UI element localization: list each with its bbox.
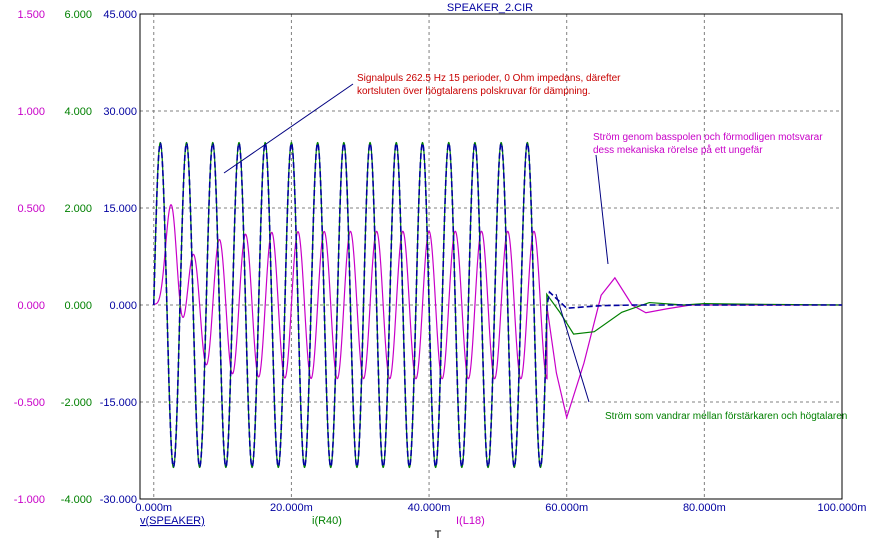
annotation-red-line-2: kortsluten över högtalarens polskruvar f… [357,86,590,97]
annotation-magenta-line-2: dess mekaniska rörelse på ett ungefär [593,144,763,156]
annotation-leader-green [555,293,590,403]
y-tick-label-mid: 0.000 [64,300,92,312]
x-axis-label: T [435,529,442,541]
x-tick-label: 40.000m [408,502,451,514]
legend-item-i-r40[interactable]: i(R40) [312,515,342,527]
x-tick-label: 100.000m [818,502,867,514]
y-axis-mid: 6.000 4.000 2.000 0.000 -2.000 -4.000 [61,9,92,506]
plot-area [139,13,843,500]
y-tick-label-right: -15.000 [100,397,137,409]
y-tick-label-left: 1.000 [17,106,45,118]
annotation-leader-red [223,83,354,174]
legend-item-i-l18[interactable]: I(L18) [456,515,485,527]
legend: v(SPEAKER) i(R40) I(L18) [140,515,485,527]
y-axis-right: 45.000 30.000 15.000 0.000 -15.000 -30.000 [100,9,137,506]
annotation-magenta-line-1: Ström genom basspolen och förmodligen mo… [593,132,823,143]
y-tick-label-left: 0.000 [17,300,45,312]
y-tick-label-left: -0.500 [14,397,45,409]
annotation-red-line-1: Signalpuls 262.5 Hz 15 perioder, 0 Ohm i… [357,73,621,84]
annotation-leader-magenta [595,154,609,265]
x-tick-label: 20.000m [270,502,313,514]
x-axis: 0.000m 20.000m 40.000m 60.000m 80.000m 100.00… [135,502,866,514]
y-tick-label-right: 0.000 [109,300,137,312]
y-tick-label-mid: 2.000 [64,203,92,215]
legend-item-v-speaker[interactable]: v(SPEAKER) [140,515,205,527]
annotations: Signalpuls 262.5 Hz 15 perioder, 0 Ohm i… [223,73,847,422]
y-tick-label-mid: -2.000 [61,397,92,409]
x-tick-label: 0.000m [135,502,172,514]
x-tick-label: 60.000m [545,502,588,514]
y-tick-label-left: 0.500 [17,203,45,215]
y-tick-label-right: 45.000 [103,9,137,21]
annotation-green-line-1: Ström som vandrar mellan förstärkaren oc… [605,411,847,422]
y-tick-label-mid: -4.000 [61,494,92,506]
y-tick-label-right: -30.000 [100,494,137,506]
y-tick-label-mid: 4.000 [64,106,92,118]
y-axis-left: 1.500 1.000 0.500 0.000 -0.500 -1.000 [14,9,45,506]
y-tick-label-left: 1.500 [17,9,45,21]
chart-title: SPEAKER_2.CIR [447,2,533,14]
series [152,141,843,469]
y-tick-label-right: 15.000 [103,203,137,215]
grid [140,14,842,499]
y-tick-label-left: -1.000 [14,494,45,506]
series-line-v-speaker- [152,142,842,468]
series-line-i-l18- [153,204,842,420]
y-tick-label-right: 30.000 [103,106,137,118]
x-tick-label: 80.000m [683,502,726,514]
y-tick-label-mid: 6.000 [64,9,92,21]
